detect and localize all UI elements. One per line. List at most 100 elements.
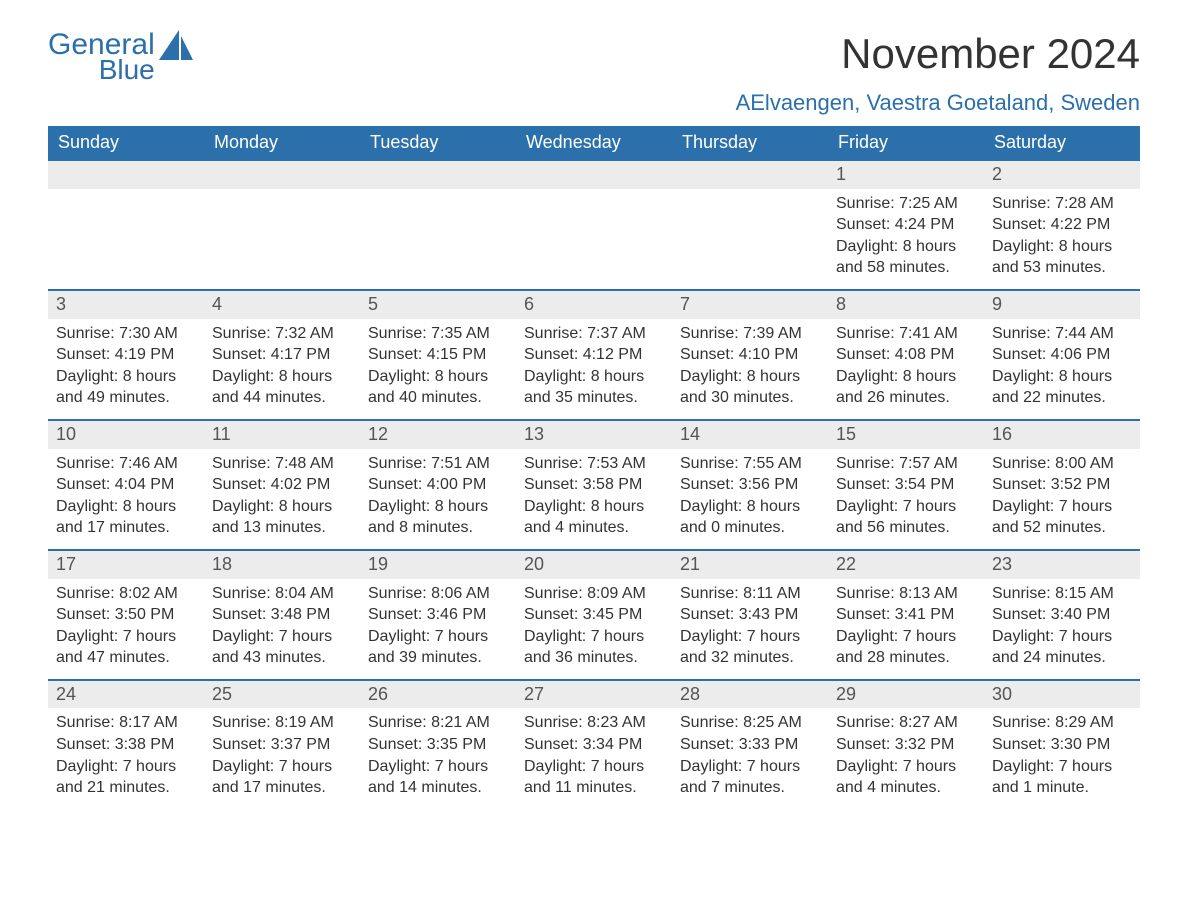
sunset-line: Sunset: 3:45 PM xyxy=(524,604,664,626)
day-number: 28 xyxy=(672,681,828,709)
sunrise-line: Sunrise: 7:32 AM xyxy=(212,323,352,345)
day-number: 17 xyxy=(48,551,204,579)
daylight-line: Daylight: 8 hours and 30 minutes. xyxy=(680,366,820,409)
calendar-cell: 5Sunrise: 7:35 AMSunset: 4:15 PMDaylight… xyxy=(360,290,516,420)
daylight-line: Daylight: 7 hours and 1 minute. xyxy=(992,756,1132,799)
day-content: Sunrise: 8:19 AMSunset: 3:37 PMDaylight:… xyxy=(204,708,360,808)
day-content: Sunrise: 7:55 AMSunset: 3:56 PMDaylight:… xyxy=(672,449,828,549)
sunrise-line: Sunrise: 8:19 AM xyxy=(212,712,352,734)
daylight-line: Daylight: 8 hours and 35 minutes. xyxy=(524,366,664,409)
sunset-line: Sunset: 3:30 PM xyxy=(992,734,1132,756)
calendar-cell: 3Sunrise: 7:30 AMSunset: 4:19 PMDaylight… xyxy=(48,290,204,420)
sunrise-line: Sunrise: 7:28 AM xyxy=(992,193,1132,215)
day-content: Sunrise: 7:51 AMSunset: 4:00 PMDaylight:… xyxy=(360,449,516,549)
calendar-cell: 24Sunrise: 8:17 AMSunset: 3:38 PMDayligh… xyxy=(48,680,204,809)
sunrise-line: Sunrise: 7:25 AM xyxy=(836,193,976,215)
sunrise-line: Sunrise: 7:35 AM xyxy=(368,323,508,345)
calendar-cell: 26Sunrise: 8:21 AMSunset: 3:35 PMDayligh… xyxy=(360,680,516,809)
sunset-line: Sunset: 3:50 PM xyxy=(56,604,196,626)
day-content: Sunrise: 8:23 AMSunset: 3:34 PMDaylight:… xyxy=(516,708,672,808)
daylight-line: Daylight: 8 hours and 44 minutes. xyxy=(212,366,352,409)
day-content: Sunrise: 8:09 AMSunset: 3:45 PMDaylight:… xyxy=(516,579,672,679)
day-number: 18 xyxy=(204,551,360,579)
day-content: Sunrise: 7:46 AMSunset: 4:04 PMDaylight:… xyxy=(48,449,204,549)
sunset-line: Sunset: 4:12 PM xyxy=(524,344,664,366)
sunrise-line: Sunrise: 7:48 AM xyxy=(212,453,352,475)
calendar-cell: 2Sunrise: 7:28 AMSunset: 4:22 PMDaylight… xyxy=(984,160,1140,290)
sunrise-line: Sunrise: 8:21 AM xyxy=(368,712,508,734)
daylight-line: Daylight: 8 hours and 17 minutes. xyxy=(56,496,196,539)
sunrise-line: Sunrise: 8:04 AM xyxy=(212,583,352,605)
calendar-cell: 22Sunrise: 8:13 AMSunset: 3:41 PMDayligh… xyxy=(828,550,984,680)
calendar-cell: 20Sunrise: 8:09 AMSunset: 3:45 PMDayligh… xyxy=(516,550,672,680)
location-text: AElvaengen, Vaestra Goetaland, Sweden xyxy=(48,90,1140,116)
day-number: 23 xyxy=(984,551,1140,579)
daylight-line: Daylight: 7 hours and 7 minutes. xyxy=(680,756,820,799)
sunrise-line: Sunrise: 7:44 AM xyxy=(992,323,1132,345)
sunrise-line: Sunrise: 8:23 AM xyxy=(524,712,664,734)
calendar-cell: 17Sunrise: 8:02 AMSunset: 3:50 PMDayligh… xyxy=(48,550,204,680)
day-header: Saturday xyxy=(984,126,1140,160)
day-content: Sunrise: 7:41 AMSunset: 4:08 PMDaylight:… xyxy=(828,319,984,419)
day-header: Tuesday xyxy=(360,126,516,160)
day-content: Sunrise: 8:17 AMSunset: 3:38 PMDaylight:… xyxy=(48,708,204,808)
day-number: 4 xyxy=(204,291,360,319)
day-number: 8 xyxy=(828,291,984,319)
sunrise-line: Sunrise: 8:15 AM xyxy=(992,583,1132,605)
daylight-line: Daylight: 8 hours and 0 minutes. xyxy=(680,496,820,539)
day-number: 6 xyxy=(516,291,672,319)
day-number: 20 xyxy=(516,551,672,579)
day-number: 22 xyxy=(828,551,984,579)
daylight-line: Daylight: 7 hours and 56 minutes. xyxy=(836,496,976,539)
sunset-line: Sunset: 4:17 PM xyxy=(212,344,352,366)
calendar-cell: 7Sunrise: 7:39 AMSunset: 4:10 PMDaylight… xyxy=(672,290,828,420)
daylight-line: Daylight: 8 hours and 40 minutes. xyxy=(368,366,508,409)
sunset-line: Sunset: 4:15 PM xyxy=(368,344,508,366)
day-content: Sunrise: 8:13 AMSunset: 3:41 PMDaylight:… xyxy=(828,579,984,679)
calendar-cell: . xyxy=(516,160,672,290)
daylight-line: Daylight: 7 hours and 39 minutes. xyxy=(368,626,508,669)
day-number: 12 xyxy=(360,421,516,449)
day-header: Monday xyxy=(204,126,360,160)
day-content: Sunrise: 8:11 AMSunset: 3:43 PMDaylight:… xyxy=(672,579,828,679)
sunrise-line: Sunrise: 8:27 AM xyxy=(836,712,976,734)
calendar-table: SundayMondayTuesdayWednesdayThursdayFrid… xyxy=(48,126,1140,809)
sunset-line: Sunset: 4:19 PM xyxy=(56,344,196,366)
calendar-cell: 11Sunrise: 7:48 AMSunset: 4:02 PMDayligh… xyxy=(204,420,360,550)
day-number: 7 xyxy=(672,291,828,319)
day-number: . xyxy=(48,161,204,189)
daylight-line: Daylight: 7 hours and 47 minutes. xyxy=(56,626,196,669)
day-content xyxy=(48,189,204,203)
day-content: Sunrise: 7:57 AMSunset: 3:54 PMDaylight:… xyxy=(828,449,984,549)
sunset-line: Sunset: 4:00 PM xyxy=(368,474,508,496)
day-number: 11 xyxy=(204,421,360,449)
sunrise-line: Sunrise: 8:17 AM xyxy=(56,712,196,734)
day-number: 16 xyxy=(984,421,1140,449)
sunrise-line: Sunrise: 7:46 AM xyxy=(56,453,196,475)
calendar-cell: 12Sunrise: 7:51 AMSunset: 4:00 PMDayligh… xyxy=(360,420,516,550)
sunrise-line: Sunrise: 8:29 AM xyxy=(992,712,1132,734)
day-content: Sunrise: 7:30 AMSunset: 4:19 PMDaylight:… xyxy=(48,319,204,419)
sunset-line: Sunset: 3:56 PM xyxy=(680,474,820,496)
calendar-cell: . xyxy=(360,160,516,290)
day-number: 3 xyxy=(48,291,204,319)
day-number: 30 xyxy=(984,681,1140,709)
brand-text: General Blue xyxy=(48,30,155,84)
calendar-cell: 25Sunrise: 8:19 AMSunset: 3:37 PMDayligh… xyxy=(204,680,360,809)
daylight-line: Daylight: 7 hours and 28 minutes. xyxy=(836,626,976,669)
day-content: Sunrise: 7:35 AMSunset: 4:15 PMDaylight:… xyxy=(360,319,516,419)
day-number: 1 xyxy=(828,161,984,189)
sunset-line: Sunset: 3:40 PM xyxy=(992,604,1132,626)
calendar-week: .....1Sunrise: 7:25 AMSunset: 4:24 PMDay… xyxy=(48,160,1140,290)
sunset-line: Sunset: 3:48 PM xyxy=(212,604,352,626)
calendar-cell: . xyxy=(204,160,360,290)
day-number: . xyxy=(360,161,516,189)
day-content: Sunrise: 7:25 AMSunset: 4:24 PMDaylight:… xyxy=(828,189,984,289)
sunset-line: Sunset: 3:37 PM xyxy=(212,734,352,756)
day-number: 21 xyxy=(672,551,828,579)
calendar-week: 10Sunrise: 7:46 AMSunset: 4:04 PMDayligh… xyxy=(48,420,1140,550)
day-number: 24 xyxy=(48,681,204,709)
sunset-line: Sunset: 4:08 PM xyxy=(836,344,976,366)
daylight-line: Daylight: 7 hours and 32 minutes. xyxy=(680,626,820,669)
daylight-line: Daylight: 7 hours and 52 minutes. xyxy=(992,496,1132,539)
